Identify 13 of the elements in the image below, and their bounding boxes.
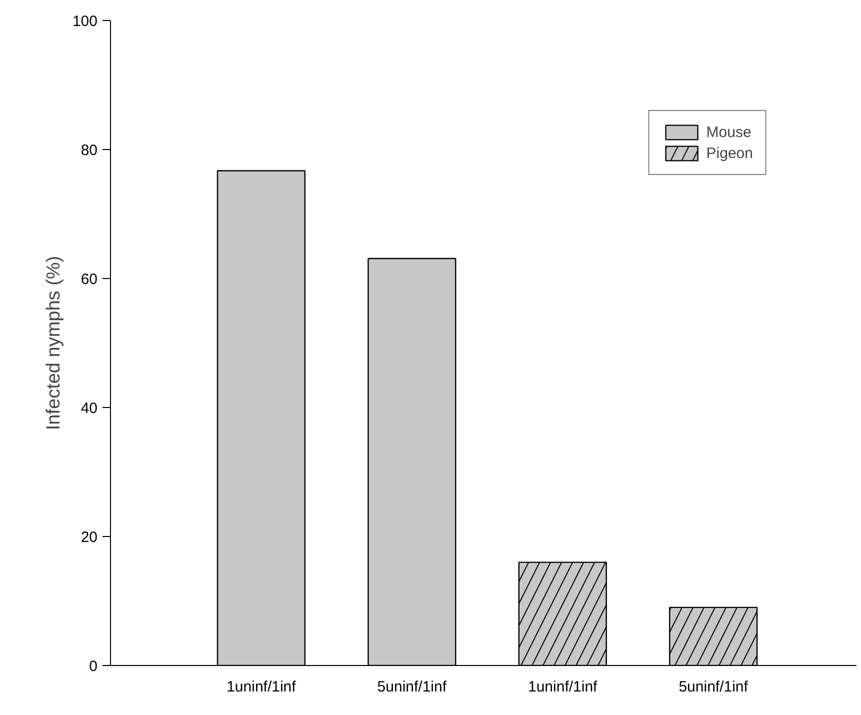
y-tick-label: 0 (89, 658, 98, 675)
y-tick-label: 80 (80, 142, 98, 159)
x-tick-label: 5uninf/1inf (377, 678, 448, 696)
y-tick-label: 20 (80, 529, 98, 546)
y-tick-label: 40 (80, 400, 98, 417)
x-tick-label: 5uninf/1inf (678, 678, 749, 696)
y-axis-title: Infected nymphs (%) (43, 256, 64, 430)
y-tick-label: 100 (72, 13, 98, 30)
legend-label: Pigeon (706, 144, 753, 162)
y-tick-label: 60 (80, 271, 98, 288)
legend-label: Mouse (706, 124, 752, 140)
x-tick-label: 1uninf/1inf (226, 678, 297, 696)
x-tick-label: 1uninf/1inf (528, 678, 598, 696)
